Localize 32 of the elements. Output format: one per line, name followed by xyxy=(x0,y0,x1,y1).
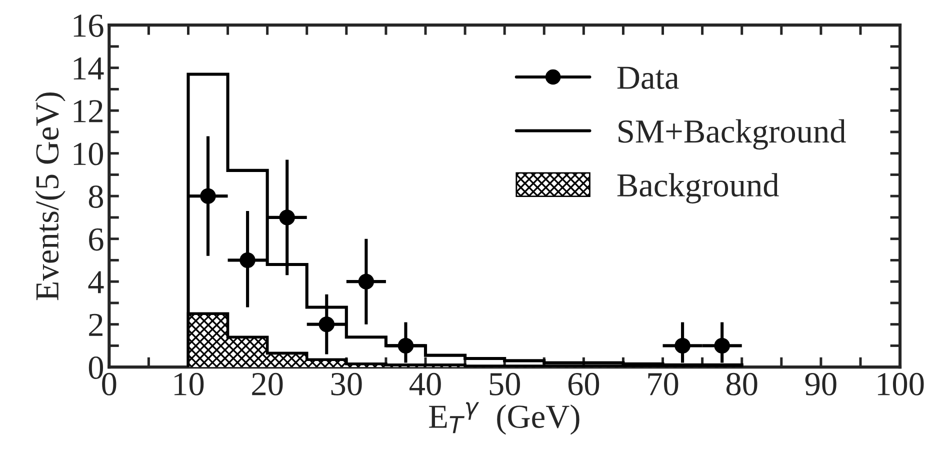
x-tick-label: 80 xyxy=(726,372,758,396)
point xyxy=(279,210,295,226)
y-tick-label: 0 xyxy=(88,356,104,379)
x-tick-label: 70 xyxy=(648,372,678,396)
point xyxy=(318,316,335,332)
point xyxy=(240,252,256,268)
legend-label: SM+Background xyxy=(618,119,846,150)
x-tick-label: 100 xyxy=(878,372,924,396)
point xyxy=(714,338,730,354)
legend-label: Background xyxy=(617,173,779,204)
point xyxy=(200,188,216,204)
y-tick-label: 8 xyxy=(88,185,104,208)
y-tick-label: 2 xyxy=(89,314,102,336)
legend-label: Data xyxy=(617,66,679,89)
y-tick-label: 6 xyxy=(89,228,104,251)
point xyxy=(674,338,690,354)
x-axis-title: E$_{T}$$^{γ}$ (GeV) xyxy=(429,402,580,435)
y-axis-title: Events/(5 GeV) xyxy=(35,92,66,300)
x-tick-label: 30 xyxy=(331,372,362,396)
x-tick-label: 50 xyxy=(490,372,520,396)
x-tick-label: 90 xyxy=(805,372,836,396)
y-tick-label: 4 xyxy=(88,271,104,294)
y-tick-label: 14 xyxy=(74,57,104,80)
y-tick-label: 16 xyxy=(74,14,104,37)
point xyxy=(398,338,414,354)
x-tick-label: 20 xyxy=(252,372,283,396)
x-tick-label: 10 xyxy=(174,372,204,396)
y-tick-label: 10 xyxy=(74,142,104,166)
x-tick-label: 60 xyxy=(568,372,600,396)
x-tick-label: 40 xyxy=(409,372,441,396)
y-tick-label: 12 xyxy=(74,100,102,122)
point xyxy=(358,274,374,290)
